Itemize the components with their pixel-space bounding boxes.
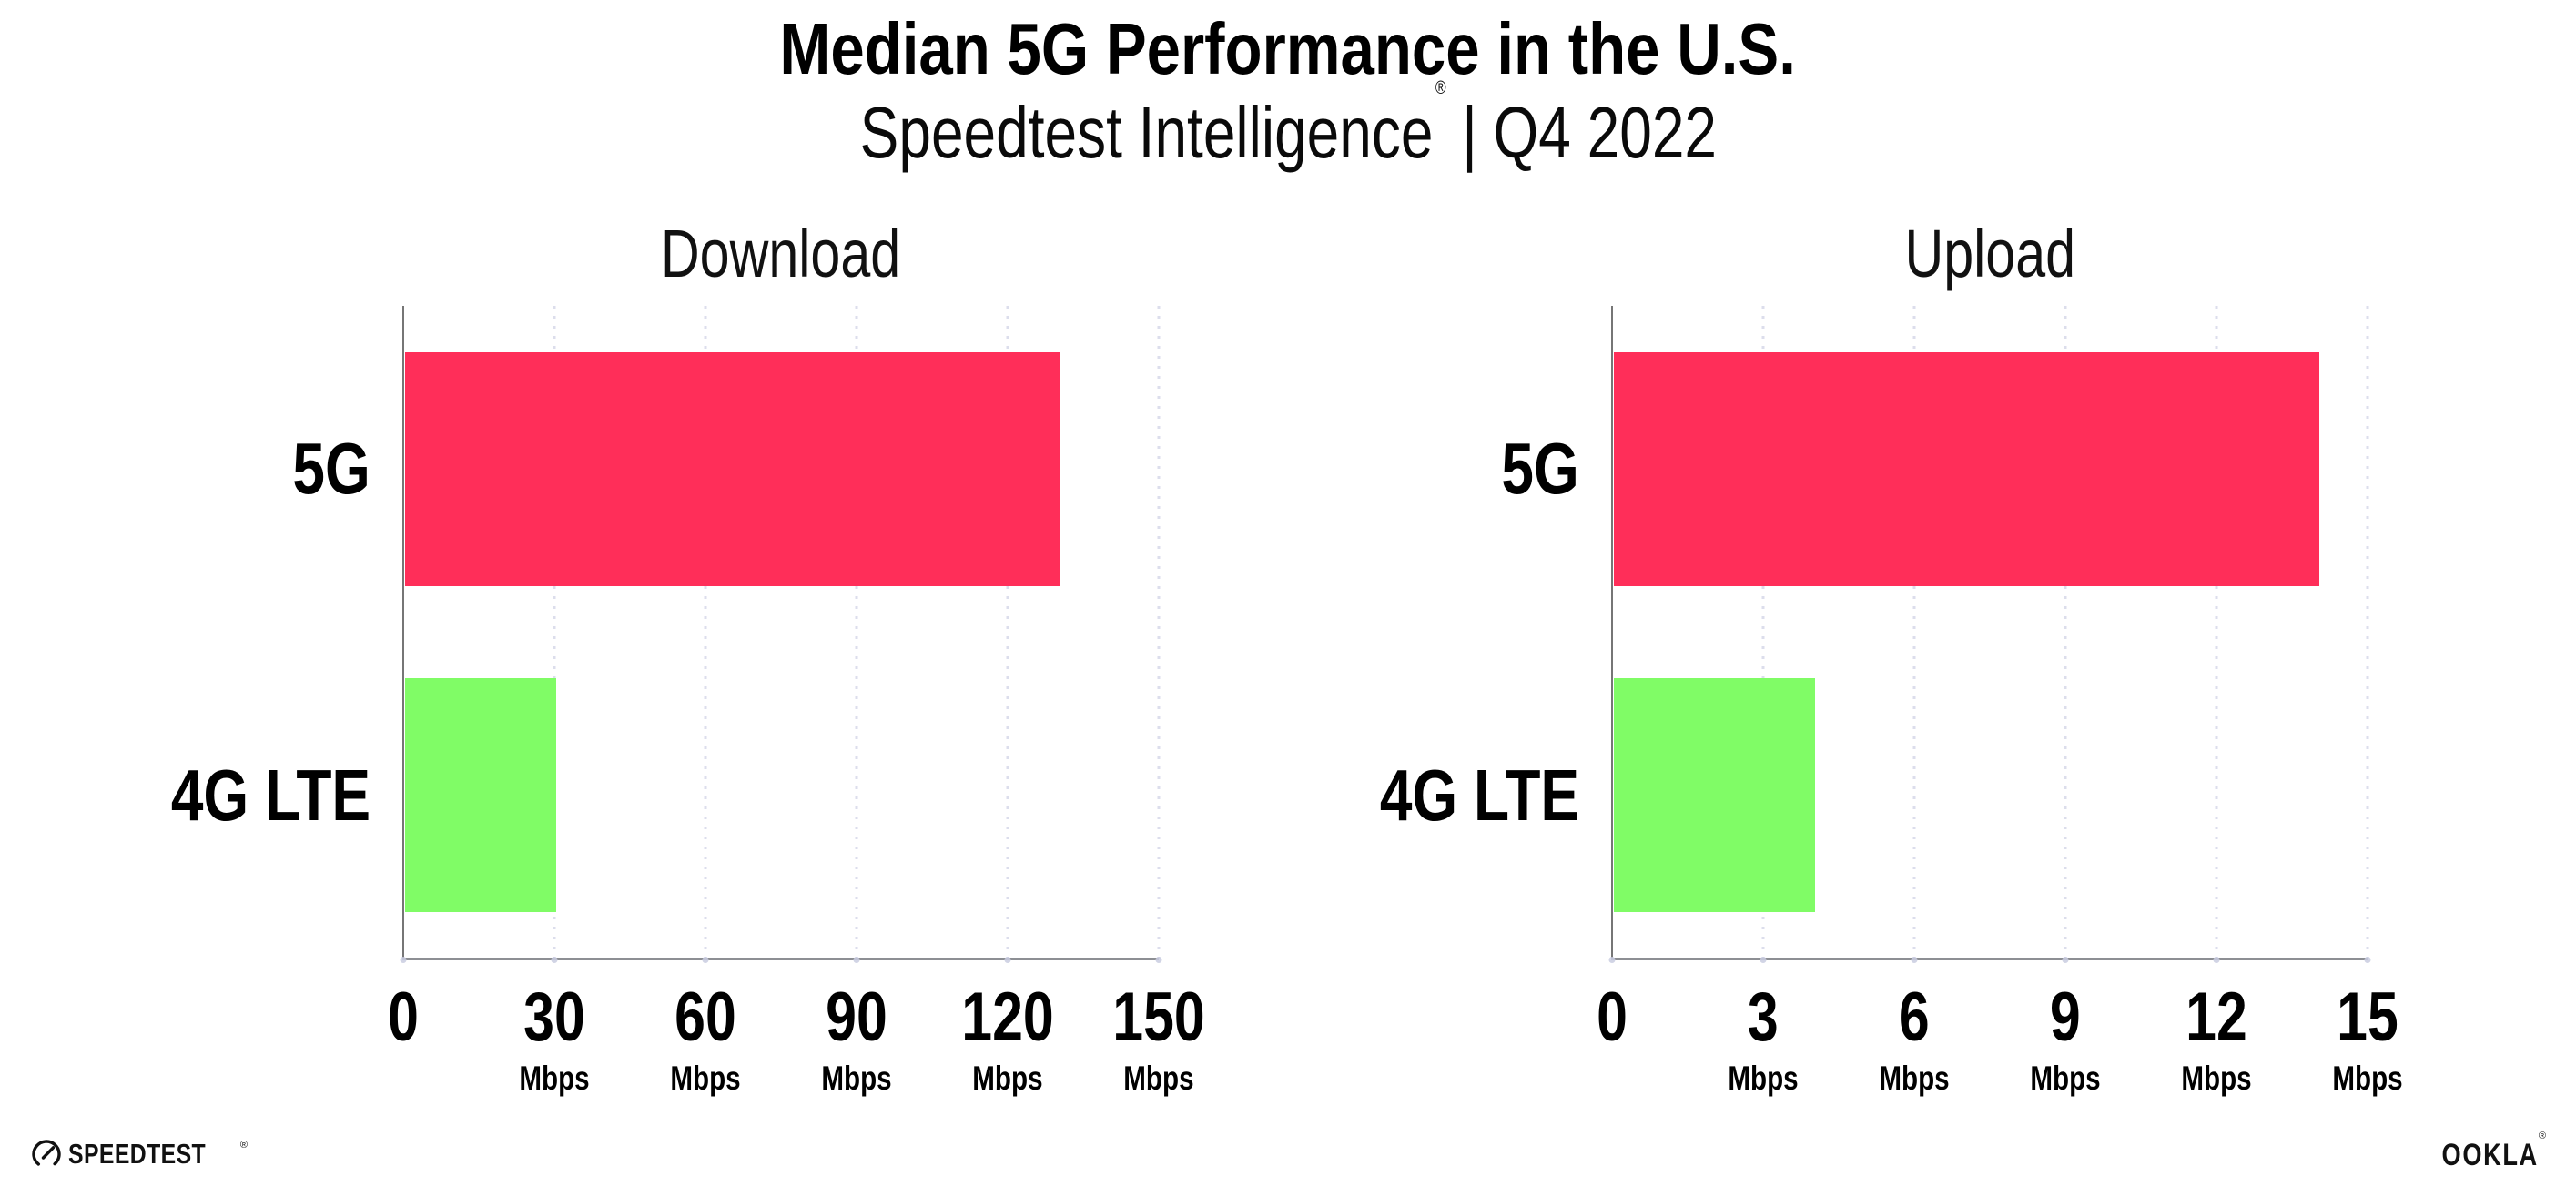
x-axis-tick-labels: 0 30 Mbps 60 Mbps 90 Mbps 120 Mbps 150 Mbps [388,979,1205,1111]
subtitle-brand: Speedtest Intelligence [859,92,1434,173]
tick-unit: Mbps [2332,1060,2403,1097]
tick-label-90: 90 Mbps [813,979,901,1097]
speedtest-logo: SPEEDTEST ® [30,1136,248,1172]
gridline-12 [2215,306,2218,959]
registered-trademark-mark: ® [1435,78,1446,99]
tick-label-60: 60 Mbps [662,979,750,1097]
axis-tick-dot-3 [1760,957,1767,963]
gridline-6 [1912,306,1916,959]
tick-value: 30 [523,979,585,1056]
tick-label-150: 150 Mbps [1101,979,1217,1097]
axis-tick-dot-0 [400,957,407,963]
axis-tick-dot-150 [1155,957,1162,963]
axis-tick-dot-60 [702,957,709,963]
ookla-logo: OOKLA ® [2418,1131,2546,1172]
gridline-60 [704,306,707,959]
tick-value: 60 [674,979,736,1056]
bar-5g [1614,351,2319,586]
axis-tick-dot-6 [1911,957,1918,963]
ookla-wordmark: OOKLA [2441,1138,2539,1172]
upload-plot-area [1608,306,2371,963]
tick-label-15: 15 Mbps [2324,979,2412,1097]
bar-4g-lte [405,678,556,913]
tick-unit: Mbps [670,1060,741,1097]
gridline-15 [2366,306,2369,959]
axis-tick-dot-12 [2213,957,2220,963]
axis-tick-dot-90 [853,957,860,963]
speedtest-wordmark: SPEEDTEST [68,1138,207,1170]
x-axis-line [1611,958,2368,960]
gridline-150 [1157,306,1161,959]
gridline-90 [855,306,858,959]
upload-chart: Upload 5G 4G LTE 0 3 Mbps 6 Mbps 9 Mbps 12 Mbps 15 Mb… [1327,209,2403,1111]
y-axis-line [1611,306,1613,959]
axis-tick-dot-9 [2062,957,2069,963]
axis-tick-dot-120 [1004,957,1011,963]
gridline-9 [2064,306,2067,959]
download-chart-title: Download [661,216,901,291]
bar-4g-lte [1614,678,1816,913]
tick-unit: Mbps [821,1060,892,1097]
tick-value: 12 [2186,979,2247,1056]
tick-label-0: 0 [1593,983,1631,1052]
category-label-5g: 5G [1501,428,1579,509]
gridline-3 [1761,306,1765,959]
tick-unit: Mbps [2030,1060,2101,1097]
x-axis-line [402,958,1159,960]
speedtest-registered-mark: ® [239,1140,248,1151]
tick-label-6: 6 Mbps [1871,979,1959,1097]
page-title: Median 5G Performance in the U.S. [779,8,1797,89]
tick-label-9: 9 Mbps [2022,979,2110,1097]
subtitle-divider: | [1461,92,1477,173]
category-label-4g-lte: 4G LTE [1379,754,1579,836]
download-chart: Download 5G 4G LTE 0 30 Mbps 60 Mbps 90 Mbps 120 Mb… [118,209,1205,1111]
tick-value: 0 [1597,979,1628,1056]
category-label-5g: 5G [292,428,370,509]
tick-label-0: 0 [384,983,422,1052]
tick-label-30: 30 Mbps [511,979,599,1097]
tick-value: 3 [1748,979,1779,1056]
speedtest-gauge-icon [32,1140,61,1169]
tick-value: 9 [2050,979,2081,1056]
tick-unit: Mbps [972,1060,1043,1097]
tick-value: 6 [1899,979,1930,1056]
x-axis-tick-labels: 0 3 Mbps 6 Mbps 9 Mbps 12 Mbps 15 Mbps [1597,979,2403,1111]
gridline-120 [1006,306,1009,959]
tick-label-3: 3 Mbps [1719,979,1808,1097]
ookla-registered-mark: ® [2538,1131,2546,1141]
gridline-30 [553,306,556,959]
tick-label-12: 12 Mbps [2173,979,2261,1097]
y-axis-line [402,306,404,959]
tick-unit: Mbps [519,1060,590,1097]
axis-tick-dot-15 [2364,957,2371,963]
tick-unit: Mbps [2181,1060,2252,1097]
tick-value: 15 [2337,979,2399,1056]
upload-chart-title: Upload [1904,216,2075,291]
tick-value: 120 [961,979,1054,1056]
tick-unit: Mbps [1728,1060,1799,1097]
tick-value: 0 [388,979,419,1056]
tick-value: 150 [1112,979,1205,1056]
axis-tick-dot-0 [1608,957,1616,963]
page-subtitle: Speedtest Intelligence® | Q4 2022 [0,78,2576,175]
axis-tick-dot-30 [551,957,558,963]
tick-value: 90 [826,979,887,1056]
bar-5g [405,351,1060,586]
category-label-4g-lte: 4G LTE [170,754,370,836]
download-plot-area [400,306,1162,963]
tick-label-120: 120 Mbps [950,979,1066,1097]
tick-unit: Mbps [1123,1060,1194,1097]
tick-unit: Mbps [1879,1060,1950,1097]
subtitle-period: Q4 2022 [1493,92,1717,173]
